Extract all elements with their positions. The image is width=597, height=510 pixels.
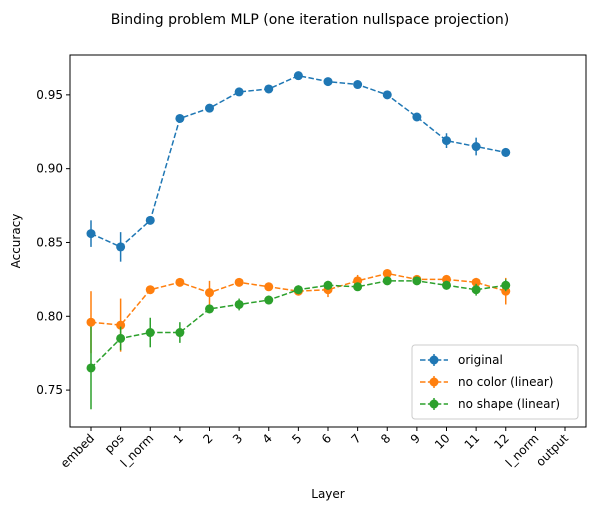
x-tick-label: 8 [378,431,393,446]
marker [116,333,126,343]
y-tick-label: 0.80 [36,309,63,323]
x-tick-label: 7 [348,431,363,446]
marker [501,280,511,290]
x-tick-label: 3 [230,431,245,446]
marker [175,277,185,287]
marker [86,363,96,373]
legend-marker [429,399,439,409]
marker [442,136,451,146]
marker [264,295,274,305]
marker [264,84,274,94]
series-line [90,74,506,248]
marker [116,320,126,330]
marker [323,77,333,87]
x-tick-label: embed [58,431,97,470]
marker [205,288,214,298]
x-tick-label: 10 [432,431,453,452]
legend-label: no color (linear) [458,375,553,389]
marker [293,71,303,81]
marker [471,285,481,295]
marker [382,268,392,278]
legend-label: original [458,353,503,367]
marker [234,299,244,309]
x-tick-label: 6 [319,431,334,446]
marker [293,285,303,295]
marker [205,304,214,314]
marker [175,113,185,123]
marker [382,276,392,286]
marker [471,277,481,287]
x-tick-label: 5 [289,431,304,446]
x-tick-label: l_norm [118,431,157,470]
marker [412,112,422,122]
marker [205,103,214,113]
marker [412,276,422,286]
marker [145,328,155,338]
marker [86,229,96,239]
x-axis-label: Layer [311,487,345,501]
marker [323,280,333,290]
legend-box [411,344,579,420]
y-tick-label: 0.90 [36,162,63,176]
marker [264,282,274,292]
x-tick-label: l_norm [503,431,542,470]
marker [234,277,244,287]
legend-marker [429,377,439,387]
chart-title: Binding problem MLP (one iteration nulls… [111,12,510,28]
x-tick-label: 9 [408,431,423,446]
y-axis-label: Accuracy [9,214,23,269]
marker [175,328,185,338]
marker [471,142,481,152]
legend: original no color (linear) no shape (linea… [411,344,579,420]
marker [353,80,363,90]
x-tick-label: 1 [171,431,186,446]
marker [145,215,155,225]
x-tick-label: 2 [200,431,215,446]
marker [145,285,155,295]
y-tick-label: 0.85 [36,235,63,249]
legend-marker [429,355,439,365]
marker [501,147,511,157]
marker [116,242,126,252]
marker [234,87,244,97]
marker [353,282,363,292]
x-tick-label: output [533,431,571,469]
marker [382,90,392,100]
marker [442,280,451,290]
y-tick-label: 0.95 [36,88,63,102]
x-tick-label: 4 [260,431,275,446]
x-tick-label: pos [102,431,127,456]
x-tick-label: 11 [462,431,483,452]
marker [86,317,96,327]
x-tick-label: 12 [491,431,512,452]
y-tick-label: 0.75 [36,383,63,397]
legend-label: no shape (linear) [458,397,560,411]
